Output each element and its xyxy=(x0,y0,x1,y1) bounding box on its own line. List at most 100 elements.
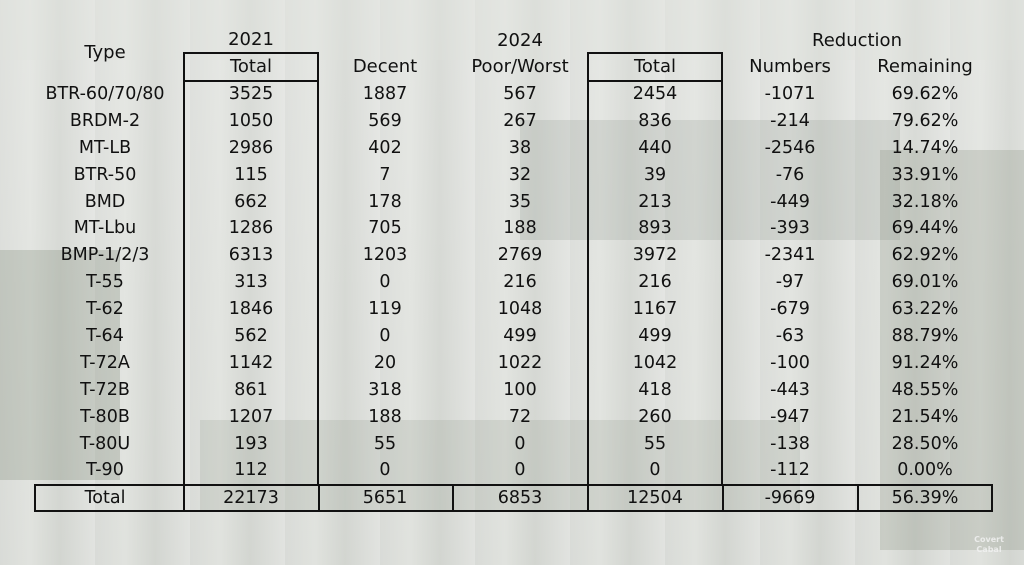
cell-numbers: -947 xyxy=(770,406,810,427)
cell-remaining: 91.24% xyxy=(891,352,959,373)
cell-decent: 178 xyxy=(368,191,402,212)
cell-decent: 318 xyxy=(368,379,402,400)
cell-poor: 32 xyxy=(508,164,532,185)
cell-decent: 7 xyxy=(379,164,391,185)
total-numbers: -9669 xyxy=(764,488,816,508)
table-row: T-90 112 0 0 0 -112 0.00% xyxy=(0,457,1024,484)
table-row: T-62 1846 119 1048 1167 -679 63.22% xyxy=(0,296,1024,323)
cell-poor: 267 xyxy=(503,110,537,131)
cell-total2024: 440 xyxy=(638,137,672,158)
column-2021-box xyxy=(183,52,319,484)
divider xyxy=(183,80,319,82)
cell-total2021: 6313 xyxy=(228,245,274,266)
cell-type: BMD xyxy=(84,191,126,212)
cell-total2021: 562 xyxy=(234,326,268,347)
cell-type: T-90 xyxy=(86,460,124,481)
header-reduction: Reduction xyxy=(812,30,902,51)
table-row: T-80B 1207 188 72 260 -947 21.54% xyxy=(0,404,1024,431)
table-row: T-80U 193 55 0 55 -138 28.50% xyxy=(0,431,1024,458)
cell-type: MT-LB xyxy=(78,137,132,158)
cell-total2021: 662 xyxy=(234,191,268,212)
cell-total2021: 1050 xyxy=(228,110,274,131)
channel-logo: Covert Cabal xyxy=(972,535,1006,557)
cell-numbers: -112 xyxy=(770,460,810,481)
total-2024: 12504 xyxy=(627,488,683,508)
cell-decent: 1887 xyxy=(362,84,408,104)
cell-decent: 0 xyxy=(379,272,391,293)
total-remaining: 56.39% xyxy=(891,488,959,508)
table-row: MT-LB 2986 402 38 440 -2546 14.74% xyxy=(0,135,1024,162)
cell-type: MT-Lbu xyxy=(73,218,137,239)
cell-total2021: 115 xyxy=(234,164,268,185)
header-decent: Decent xyxy=(352,56,418,77)
cell-decent: 0 xyxy=(379,326,391,347)
cell-total2024: 216 xyxy=(638,272,672,293)
cell-total2024: 2454 xyxy=(632,84,678,104)
bg-patch xyxy=(200,420,800,510)
cell-poor: 188 xyxy=(503,218,537,239)
cell-total2024: 55 xyxy=(643,433,667,454)
cell-type: T-62 xyxy=(86,299,124,320)
cell-poor: 35 xyxy=(508,191,532,212)
cell-total2024: 260 xyxy=(638,406,672,427)
cell-decent: 188 xyxy=(368,406,402,427)
total-type: Total xyxy=(84,488,126,508)
cell-numbers: -393 xyxy=(770,218,810,239)
cell-type: BTR-50 xyxy=(73,164,137,185)
divider xyxy=(587,484,589,512)
cell-total2024: 499 xyxy=(638,326,672,347)
cell-total2021: 313 xyxy=(234,272,268,293)
cell-remaining: 79.62% xyxy=(891,110,959,131)
cell-total2021: 1846 xyxy=(228,299,274,320)
bg-patch xyxy=(0,0,1024,60)
cell-remaining: 88.79% xyxy=(891,326,959,347)
cell-numbers: -214 xyxy=(770,110,810,131)
cell-poor: 1022 xyxy=(497,352,543,373)
cell-total2024: 39 xyxy=(643,164,667,185)
cell-numbers: -100 xyxy=(770,352,810,373)
cell-total2021: 193 xyxy=(234,433,268,454)
cell-decent: 119 xyxy=(368,299,402,320)
cell-poor: 2769 xyxy=(497,245,543,266)
cell-decent: 1203 xyxy=(362,245,408,266)
table-row: BMD 662 178 35 213 -449 32.18% xyxy=(0,189,1024,216)
cell-total2021: 1142 xyxy=(228,352,274,373)
cell-type: BMP-1/2/3 xyxy=(60,245,150,266)
cell-total2024: 1042 xyxy=(632,352,678,373)
logo-line-1: Covert xyxy=(974,535,1004,544)
cell-total2021: 861 xyxy=(234,379,268,400)
cell-total2021: 112 xyxy=(234,460,268,481)
cell-total2024: 213 xyxy=(638,191,672,212)
cell-type: T-72B xyxy=(80,379,130,400)
cell-decent: 20 xyxy=(373,352,397,373)
cell-remaining: 14.74% xyxy=(891,137,959,158)
cell-numbers: -2546 xyxy=(764,137,816,158)
divider xyxy=(183,484,185,512)
cell-type: BRDM-2 xyxy=(69,110,141,131)
cell-poor: 0 xyxy=(514,460,526,481)
cell-remaining: 69.62% xyxy=(891,84,959,104)
cell-type: T-55 xyxy=(86,272,124,293)
cell-total2024: 836 xyxy=(638,110,672,131)
cell-numbers: -76 xyxy=(775,164,805,185)
cell-decent: 55 xyxy=(373,433,397,454)
cell-numbers: -449 xyxy=(770,191,810,212)
divider xyxy=(318,484,320,512)
cell-type: T-80U xyxy=(79,433,131,454)
cell-total2021: 1207 xyxy=(228,406,274,427)
cell-remaining: 63.22% xyxy=(891,299,959,320)
total-poor: 6853 xyxy=(497,488,543,508)
table-body: BTR-60/70/80 3525 1887 567 2454 -1071 69.62% BR… xyxy=(0,81,1024,484)
cell-type: T-64 xyxy=(86,326,124,347)
cell-numbers: -97 xyxy=(775,272,805,293)
cell-remaining: 48.55% xyxy=(891,379,959,400)
total-decent: 5651 xyxy=(362,488,408,508)
header-type: Type xyxy=(84,42,126,63)
table-row: T-64 562 0 499 499 -63 88.79% xyxy=(0,323,1024,350)
table-row: BRDM-2 1050 569 267 836 -214 79.62% xyxy=(0,108,1024,135)
cell-poor: 216 xyxy=(503,272,537,293)
cell-numbers: -2341 xyxy=(764,245,816,266)
cell-poor: 567 xyxy=(503,84,537,104)
cell-total2024: 1167 xyxy=(632,299,678,320)
cell-total2021: 1286 xyxy=(228,218,274,239)
